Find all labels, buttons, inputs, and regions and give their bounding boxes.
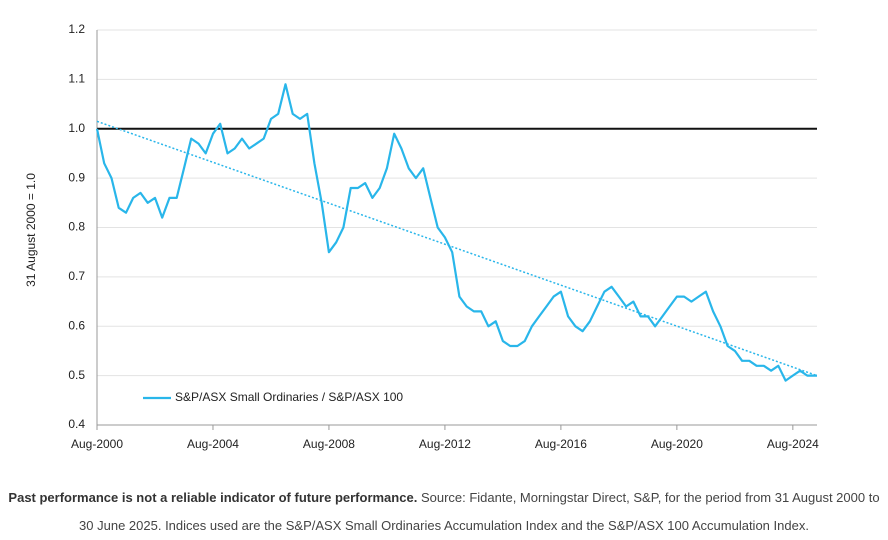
chart: 31 August 2000 = 1.0 0.4 0.5 0.6 0.7 0.8 0.9 1…: [24, 22, 819, 451]
y-tick-label: 0.5: [68, 368, 85, 382]
y-tick-label: 0.7: [68, 269, 85, 283]
x-tick-label: Aug-2024: [767, 437, 819, 451]
x-tick-label: Aug-2020: [651, 437, 703, 451]
y-tick-label: 1.0: [68, 121, 85, 135]
data-line: [95, 83, 817, 382]
footnote: Past performance is not a reliable indic…: [0, 484, 888, 540]
y-tick-label: 0.6: [68, 318, 85, 332]
x-tick-label: Aug-2012: [419, 437, 471, 451]
legend-label: S&P/ASX Small Ordinaries / S&P/ASX 100: [175, 390, 403, 404]
x-tick-label: Aug-2004: [187, 437, 239, 451]
footnote-bold: Past performance is not a reliable indic…: [8, 490, 418, 505]
x-tick-label: Aug-2016: [535, 437, 587, 451]
y-tick-label: 0.9: [68, 170, 85, 184]
x-tick-label: Aug-2000: [71, 437, 123, 451]
y-tick-label: 1.2: [68, 22, 85, 36]
y-tick-label: 0.4: [68, 417, 85, 431]
y-axis-title: 31 August 2000 = 1.0: [24, 173, 38, 287]
footnote-text: Source: Fidante, Morningstar Direct, S&P…: [79, 490, 880, 533]
y-tick-label: 1.1: [68, 72, 85, 86]
trend-line: [96, 120, 818, 377]
x-tick-label: Aug-2008: [303, 437, 355, 451]
y-tick-label: 0.8: [68, 220, 85, 234]
